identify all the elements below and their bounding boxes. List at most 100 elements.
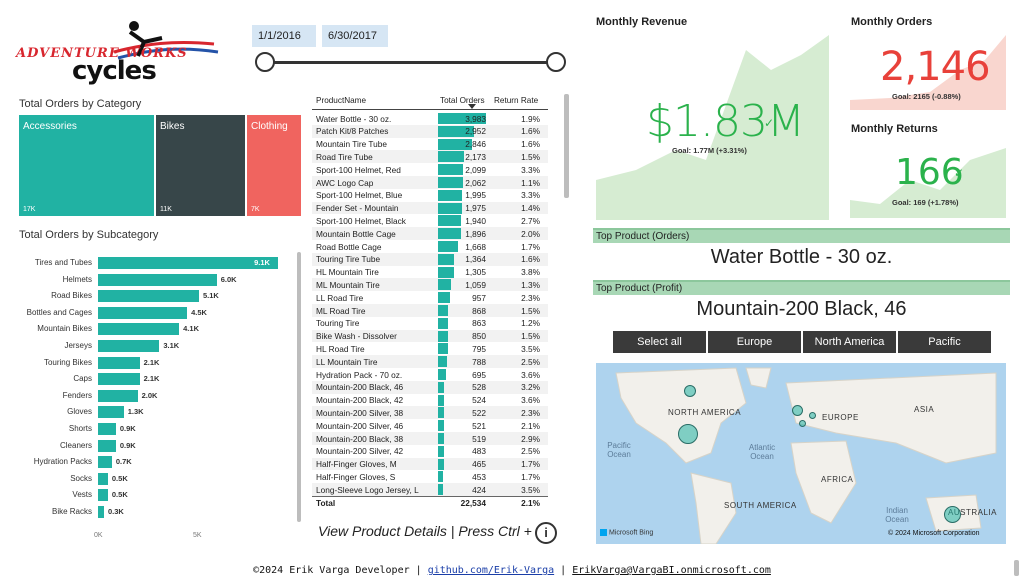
table-row[interactable]: Fender Set - Mountain 1,975 1.4% [312,201,548,215]
table-row[interactable]: Road Tire Tube 2,173 1.5% [312,150,548,164]
subcategory-row[interactable]: Bottles and Cages 4.5K [18,306,296,320]
page-scrollbar[interactable] [1014,560,1019,576]
returns-trend-area [850,148,1006,218]
column-header-return-rate[interactable]: Return Rate [494,96,539,105]
table-row[interactable]: Mountain-200 Silver, 38 522 2.3% [312,406,548,420]
subcategory-bar[interactable] [98,456,112,469]
subcategory-bar[interactable] [98,290,199,303]
subcategory-row[interactable]: Mountain Bikes 4.1K [18,322,296,336]
subcategory-scrollbar[interactable] [297,252,301,522]
subcategory-row[interactable]: Touring Bikes 2.1K [18,356,296,370]
table-row[interactable]: Mountain-200 Silver, 42 483 2.5% [312,445,548,458]
date-slider-track[interactable] [264,61,556,64]
table-row[interactable]: Hydration Pack - 70 oz. 695 3.6% [312,368,548,381]
subcategory-row[interactable]: Cleaners 0.9K [18,439,296,453]
table-row[interactable]: Mountain Tire Tube 2,846 1.6% [312,138,548,151]
treemap-tile-accessories[interactable]: Accessories 17K [19,115,154,216]
subcategory-bar[interactable] [98,273,217,286]
table-row[interactable]: ML Road Tire 868 1.5% [312,304,548,317]
table-row[interactable]: Mountain-200 Black, 42 524 3.6% [312,394,548,407]
map-bubble-canada[interactable] [684,385,696,397]
orders-data-bar [438,484,444,496]
region-europe-button[interactable]: Europe [708,331,801,353]
sales-map[interactable]: NORTH AMERICA EUROPE ASIA AFRICA SOUTH A… [596,363,1006,544]
treemap-tile-clothing[interactable]: Clothing 7K [247,115,301,216]
subcategory-row[interactable]: Bike Racks 0.3K [18,505,296,519]
table-row[interactable]: Touring Tire 863 1.2% [312,317,548,330]
table-row[interactable]: Mountain-200 Silver, 46 521 2.1% [312,419,548,432]
subcategory-value-label: 0.9K [119,424,136,433]
return-rate-cell: 1.4% [521,203,540,214]
subcategory-bar[interactable] [98,356,140,369]
subcategory-row[interactable]: Helmets 6.0K [18,273,296,287]
subcategory-bar[interactable] [98,257,279,269]
map-bubble-usa[interactable] [678,424,698,444]
table-row[interactable]: ML Mountain Tire 1,059 1.3% [312,278,548,292]
table-row[interactable]: Mountain-200 Black, 38 519 2.9% [312,432,548,445]
subcategory-bar[interactable] [98,506,104,518]
treemap-tile-bikes[interactable]: Bikes 11K [156,115,245,216]
map-bubble-australia[interactable] [944,506,961,523]
subcategory-row[interactable]: Caps 2.1K [18,372,296,386]
subcategory-bar[interactable] [98,340,160,352]
total-orders-cell: 1,896 [465,228,486,239]
table-row[interactable]: Half-Finger Gloves, S 453 1.7% [312,470,548,483]
table-row[interactable]: LL Mountain Tire 788 2.5% [312,355,548,368]
subcategory-bar[interactable] [98,423,116,435]
table-row[interactable]: Sport-100 Helmet, Blue 1,995 3.3% [312,189,548,202]
start-date-input[interactable]: 1/1/2016 [252,25,316,47]
table-row[interactable]: Sport-100 Helmet, Red 2,099 3.3% [312,163,548,176]
subcategory-bar[interactable] [98,489,108,502]
table-row[interactable]: Half-Finger Gloves, M 465 1.7% [312,457,548,471]
table-row[interactable]: Patch Kit/8 Patches 2,952 1.6% [312,124,548,138]
region-select-all-button[interactable]: Select all [613,331,706,353]
footer-email-link[interactable]: ErikVarga@VargaBI.onmicrosoft.com [572,565,771,576]
subcategory-bar[interactable] [98,389,138,402]
sort-descending-icon [468,104,476,109]
column-header-total-orders[interactable]: Total Orders [440,96,485,105]
table-row[interactable]: Mountain Bottle Cage 1,896 2.0% [312,227,548,240]
subcategory-row[interactable]: Road Bikes 5.1K [18,289,296,303]
returns-checkmark-icon: ✓ [954,166,965,180]
subcategory-bar[interactable] [98,406,124,419]
subcategory-row[interactable]: Hydration Packs 0.7K [18,455,296,469]
subcategory-row[interactable]: Jerseys 3.1K [18,339,296,353]
subcategory-row[interactable]: Socks 0.5K [18,472,296,486]
column-header-product[interactable]: ProductName [316,96,367,105]
table-row[interactable]: Mountain-200 Black, 46 528 3.2% [312,380,548,394]
subcategory-row[interactable]: Vests 0.5K [18,488,296,502]
orders-goal: Goal: 2165 (-0.88%) [892,92,961,101]
subcategory-row[interactable]: Fenders 2.0K [18,389,296,403]
table-row[interactable]: Touring Tire Tube 1,364 1.6% [312,252,548,266]
subcategory-bar[interactable] [98,373,140,386]
table-row[interactable]: AWC Logo Cap 2,062 1.1% [312,176,548,189]
subcategory-bar[interactable] [98,306,188,319]
region-north-america-button[interactable]: North America [803,331,896,353]
footer-github-link[interactable]: github.com/Erik-Varga [427,565,555,576]
subcategory-bar[interactable] [98,323,180,336]
subcategory-row[interactable]: Gloves 1.3K [18,405,296,419]
info-icon[interactable]: i [535,522,557,544]
subcategory-bar[interactable] [98,472,108,485]
subcategory-label: Road Bikes [51,291,92,301]
table-row[interactable]: LL Road Tire 957 2.3% [312,291,548,304]
table-row[interactable]: Sport-100 Helmet, Black 1,940 2.7% [312,214,548,227]
table-row[interactable]: HL Road Tire 795 3.5% [312,342,548,355]
map-bubble-france[interactable] [799,420,806,427]
subcategory-row[interactable]: Tires and Tubes 9.1K [18,256,296,270]
date-slider-end-handle[interactable] [546,52,566,72]
table-row[interactable]: Bike Wash - Dissolver 850 1.5% [312,329,548,343]
table-row[interactable]: Water Bottle - 30 oz. 3,983 1.9% [312,112,548,125]
subcategory-bar[interactable] [98,439,116,452]
date-slider-start-handle[interactable] [255,52,275,72]
return-rate-cell: 2.3% [521,407,540,418]
subcategory-row[interactable]: Shorts 0.9K [18,422,296,436]
map-bubble-uk[interactable] [792,405,803,416]
end-date-input[interactable]: 6/30/2017 [322,25,388,47]
table-row[interactable]: HL Mountain Tire 1,305 3.8% [312,266,548,279]
product-table-scrollbar[interactable] [564,94,569,198]
region-pacific-button[interactable]: Pacific [898,331,991,353]
map-bubble-germany[interactable] [809,412,816,419]
table-row[interactable]: Long-Sleeve Logo Jersey, L 424 3.5% [312,483,548,496]
table-row[interactable]: Road Bottle Cage 1,668 1.7% [312,240,548,253]
